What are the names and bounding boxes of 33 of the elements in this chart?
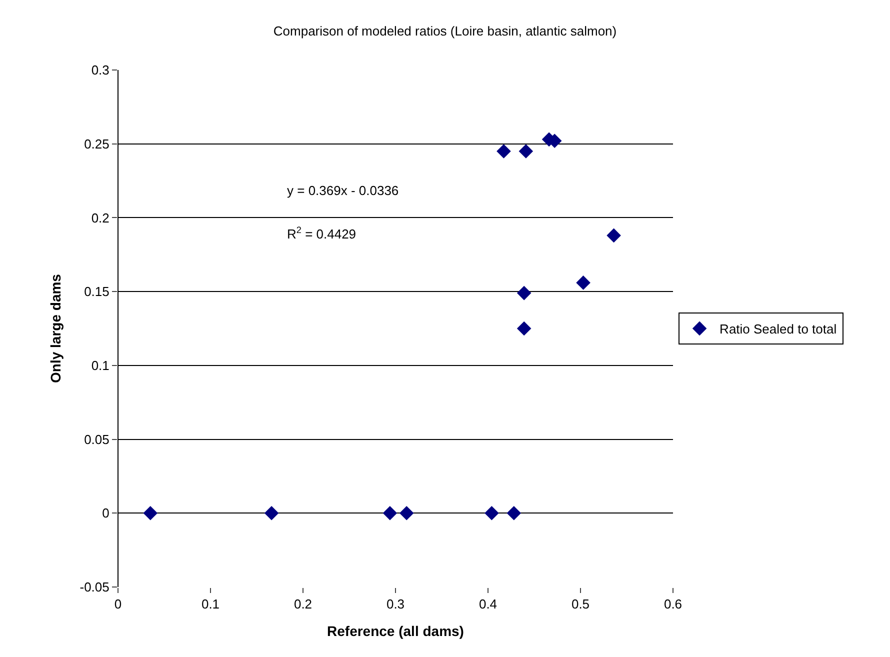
y-tick-label: 0.1 [91, 358, 110, 373]
point [576, 276, 590, 290]
x-axis-title: Reference (all dams) [327, 622, 464, 639]
point [484, 506, 499, 520]
y-tick-label: 0 [102, 506, 110, 521]
point [143, 506, 158, 520]
y-tick-label: 0.2 [91, 210, 110, 226]
point [516, 321, 532, 336]
x-tick-label: 0.5 [571, 596, 590, 612]
x-tick-label: 0.4 [478, 596, 498, 612]
x-tick-label: 0.1 [201, 596, 220, 612]
y-tick-label: 0.3 [91, 62, 110, 78]
annotation: R$^{2}$ = 0.4429 [287, 225, 356, 242]
chart-title: Comparison of modeled ratios (Loire basin, atlantic salmon) [273, 23, 617, 38]
x-tick-label: 0.3 [386, 596, 405, 612]
point [518, 144, 534, 158]
y-axis-title: Only large dams [47, 274, 64, 383]
point [516, 286, 532, 300]
annotation: y = 0.369x - 0.0336 [287, 183, 399, 198]
x-tick-label: 0 [114, 596, 122, 612]
y-tick-label: 0.05 [84, 432, 110, 447]
y-tick-label: -0.05 [80, 580, 110, 595]
point [496, 144, 511, 158]
point [506, 506, 522, 520]
x-tick-label: 0.6 [664, 596, 682, 612]
point [382, 506, 398, 520]
y-tick-label: 0.25 [84, 136, 110, 152]
legend-label: Ratio Sealed to total [720, 322, 837, 337]
point [399, 506, 414, 520]
x-tick-label: 0.2 [294, 596, 312, 612]
point [264, 506, 279, 520]
point [606, 228, 621, 243]
y-tick-label: 0.15 [84, 284, 110, 300]
